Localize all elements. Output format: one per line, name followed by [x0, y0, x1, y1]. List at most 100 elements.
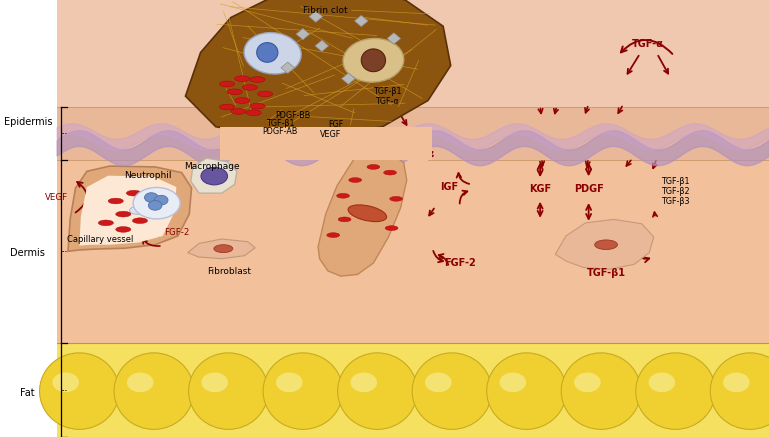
Ellipse shape: [338, 353, 418, 429]
Polygon shape: [281, 62, 295, 73]
Text: FGF-2: FGF-2: [444, 258, 476, 268]
Ellipse shape: [201, 167, 228, 185]
Ellipse shape: [351, 372, 377, 392]
Ellipse shape: [244, 33, 301, 74]
Ellipse shape: [98, 220, 114, 226]
Text: Fat: Fat: [21, 388, 35, 398]
Ellipse shape: [594, 240, 618, 250]
Ellipse shape: [114, 353, 194, 429]
Ellipse shape: [201, 372, 228, 392]
Ellipse shape: [636, 353, 715, 429]
Ellipse shape: [220, 81, 235, 87]
Ellipse shape: [145, 193, 158, 202]
Ellipse shape: [227, 89, 242, 95]
Ellipse shape: [132, 218, 148, 224]
Text: VEGF: VEGF: [45, 193, 68, 202]
Ellipse shape: [246, 110, 261, 115]
Text: PDGF-AB: PDGF-AB: [262, 127, 298, 135]
Polygon shape: [318, 152, 407, 276]
Polygon shape: [191, 158, 237, 193]
Ellipse shape: [52, 372, 79, 392]
Text: Dermis: Dermis: [10, 249, 45, 258]
Ellipse shape: [257, 43, 278, 62]
Ellipse shape: [723, 372, 750, 392]
Ellipse shape: [385, 225, 398, 231]
Ellipse shape: [235, 76, 250, 82]
Text: KGF: KGF: [529, 184, 551, 194]
Ellipse shape: [250, 103, 265, 109]
Text: Macrophage: Macrophage: [184, 163, 240, 171]
Polygon shape: [387, 33, 401, 44]
Text: TGF-α: TGF-α: [375, 97, 399, 106]
Text: TGF-β1: TGF-β1: [373, 87, 401, 96]
Ellipse shape: [348, 205, 387, 222]
Text: Fibroblast: Fibroblast: [207, 267, 251, 276]
Ellipse shape: [711, 353, 769, 429]
Ellipse shape: [337, 193, 350, 198]
Ellipse shape: [242, 84, 258, 90]
Text: Epidermis: Epidermis: [4, 118, 52, 127]
Text: FGF: FGF: [328, 120, 343, 129]
Ellipse shape: [487, 353, 566, 429]
Polygon shape: [296, 28, 310, 40]
Ellipse shape: [126, 191, 141, 196]
Ellipse shape: [250, 77, 265, 83]
Text: PDGF: PDGF: [574, 184, 604, 194]
Ellipse shape: [263, 353, 343, 429]
Text: Capillary vessel: Capillary vessel: [68, 235, 134, 244]
Ellipse shape: [214, 245, 233, 253]
Ellipse shape: [115, 227, 131, 232]
Ellipse shape: [390, 196, 403, 201]
Text: TGF-α: TGF-α: [632, 39, 664, 49]
Ellipse shape: [327, 232, 340, 238]
Ellipse shape: [343, 38, 404, 82]
Polygon shape: [315, 40, 328, 52]
Text: TGF-β1
TGF-β2
TGF-β3: TGF-β1 TGF-β2 TGF-β3: [661, 177, 690, 206]
Ellipse shape: [39, 353, 119, 429]
Ellipse shape: [338, 217, 351, 222]
Ellipse shape: [108, 198, 123, 204]
Text: PDGF-BB: PDGF-BB: [275, 111, 311, 120]
Bar: [57, 343, 769, 437]
Ellipse shape: [500, 372, 526, 392]
Polygon shape: [341, 73, 355, 84]
Ellipse shape: [148, 201, 162, 210]
Text: FGF-2: FGF-2: [164, 228, 189, 237]
Ellipse shape: [361, 49, 385, 72]
Text: IGF: IGF: [440, 182, 458, 192]
Text: TGF-β1: TGF-β1: [588, 268, 626, 278]
Ellipse shape: [115, 212, 131, 217]
Ellipse shape: [127, 372, 154, 392]
Polygon shape: [555, 219, 654, 269]
Ellipse shape: [384, 170, 397, 175]
Polygon shape: [185, 0, 451, 135]
Bar: [57, 107, 769, 160]
Ellipse shape: [425, 372, 451, 392]
Ellipse shape: [231, 108, 246, 114]
Text: TGF-β1: TGF-β1: [266, 119, 295, 128]
Ellipse shape: [129, 205, 151, 214]
Ellipse shape: [349, 178, 361, 183]
Ellipse shape: [412, 353, 491, 429]
Polygon shape: [68, 166, 191, 251]
Polygon shape: [355, 15, 368, 27]
Ellipse shape: [188, 353, 268, 429]
Ellipse shape: [220, 104, 235, 110]
Text: Fibrin clot: Fibrin clot: [303, 7, 348, 15]
Ellipse shape: [276, 372, 302, 392]
Ellipse shape: [258, 91, 272, 97]
Polygon shape: [188, 239, 255, 259]
Polygon shape: [79, 176, 176, 246]
Ellipse shape: [155, 195, 168, 205]
Bar: [57, 144, 769, 343]
Ellipse shape: [648, 372, 675, 392]
Ellipse shape: [367, 165, 380, 170]
Polygon shape: [220, 127, 431, 160]
Text: Neutrophil: Neutrophil: [124, 171, 171, 180]
Ellipse shape: [235, 97, 250, 104]
Text: VEGF: VEGF: [321, 130, 341, 139]
Ellipse shape: [574, 372, 601, 392]
Bar: [57, 0, 769, 107]
Ellipse shape: [133, 187, 180, 219]
Polygon shape: [309, 11, 323, 22]
